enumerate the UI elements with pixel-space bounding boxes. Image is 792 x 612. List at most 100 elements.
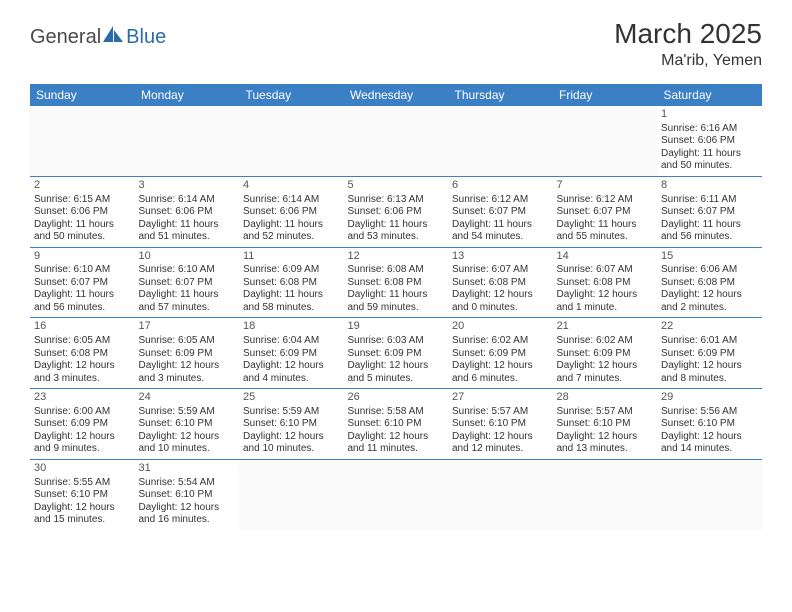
sunrise-text: Sunrise: 6:14 AM: [139, 194, 236, 207]
calendar-day-cell: 7Sunrise: 6:12 AMSunset: 6:07 PMDaylight…: [553, 176, 658, 247]
sunrise-text: Sunrise: 5:56 AM: [661, 406, 758, 419]
sunset-text: Sunset: 6:09 PM: [243, 348, 340, 361]
daylight-text: Daylight: 11 hours: [243, 289, 340, 302]
calendar-table: Sunday Monday Tuesday Wednesday Thursday…: [30, 84, 762, 530]
weekday-header: Sunday: [30, 84, 135, 106]
sunset-text: Sunset: 6:08 PM: [34, 348, 131, 361]
calendar-day-cell: [553, 459, 658, 529]
daylight-text: Daylight: 12 hours: [34, 502, 131, 515]
sunset-text: Sunset: 6:09 PM: [34, 418, 131, 431]
calendar-day-cell: 18Sunrise: 6:04 AMSunset: 6:09 PMDayligh…: [239, 318, 344, 389]
day-number: 11: [243, 250, 340, 264]
calendar-day-cell: [657, 459, 762, 529]
day-number: 12: [348, 250, 445, 264]
sunrise-text: Sunrise: 6:10 AM: [139, 264, 236, 277]
daylight-text: Daylight: 12 hours: [557, 360, 654, 373]
daylight-text: Daylight: 11 hours: [348, 219, 445, 232]
calendar-day-cell: 10Sunrise: 6:10 AMSunset: 6:07 PMDayligh…: [135, 247, 240, 318]
sunrise-text: Sunrise: 6:12 AM: [557, 194, 654, 207]
daylight-text: Daylight: 12 hours: [452, 289, 549, 302]
calendar-week-row: 23Sunrise: 6:00 AMSunset: 6:09 PMDayligh…: [30, 389, 762, 460]
calendar-day-cell: 20Sunrise: 6:02 AMSunset: 6:09 PMDayligh…: [448, 318, 553, 389]
daylight-text: and 51 minutes.: [139, 231, 236, 244]
sunrise-text: Sunrise: 6:08 AM: [348, 264, 445, 277]
sunset-text: Sunset: 6:06 PM: [243, 206, 340, 219]
calendar-day-cell: 14Sunrise: 6:07 AMSunset: 6:08 PMDayligh…: [553, 247, 658, 318]
calendar-day-cell: 2Sunrise: 6:15 AMSunset: 6:06 PMDaylight…: [30, 176, 135, 247]
calendar-day-cell: 28Sunrise: 5:57 AMSunset: 6:10 PMDayligh…: [553, 389, 658, 460]
month-title: March 2025: [614, 18, 762, 50]
daylight-text: Daylight: 11 hours: [34, 289, 131, 302]
daylight-text: Daylight: 12 hours: [557, 289, 654, 302]
calendar-day-cell: 4Sunrise: 6:14 AMSunset: 6:06 PMDaylight…: [239, 176, 344, 247]
sunrise-text: Sunrise: 6:10 AM: [34, 264, 131, 277]
sunset-text: Sunset: 6:09 PM: [557, 348, 654, 361]
sunset-text: Sunset: 6:08 PM: [243, 277, 340, 290]
sunset-text: Sunset: 6:07 PM: [34, 277, 131, 290]
daylight-text: and 53 minutes.: [348, 231, 445, 244]
daylight-text: and 10 minutes.: [139, 443, 236, 456]
daylight-text: Daylight: 12 hours: [661, 289, 758, 302]
daylight-text: and 50 minutes.: [34, 231, 131, 244]
daylight-text: and 15 minutes.: [34, 514, 131, 527]
calendar-day-cell: [344, 106, 449, 176]
calendar-day-cell: 30Sunrise: 5:55 AMSunset: 6:10 PMDayligh…: [30, 459, 135, 529]
calendar-day-cell: 23Sunrise: 6:00 AMSunset: 6:09 PMDayligh…: [30, 389, 135, 460]
sunset-text: Sunset: 6:07 PM: [557, 206, 654, 219]
daylight-text: and 1 minute.: [557, 302, 654, 315]
calendar-day-cell: 3Sunrise: 6:14 AMSunset: 6:06 PMDaylight…: [135, 176, 240, 247]
sunset-text: Sunset: 6:08 PM: [452, 277, 549, 290]
daylight-text: and 12 minutes.: [452, 443, 549, 456]
sunrise-text: Sunrise: 6:09 AM: [243, 264, 340, 277]
weekday-header: Tuesday: [239, 84, 344, 106]
sunrise-text: Sunrise: 5:59 AM: [243, 406, 340, 419]
day-number: 14: [557, 250, 654, 264]
calendar-day-cell: 13Sunrise: 6:07 AMSunset: 6:08 PMDayligh…: [448, 247, 553, 318]
weekday-header: Monday: [135, 84, 240, 106]
daylight-text: Daylight: 12 hours: [139, 502, 236, 515]
calendar-day-cell: 5Sunrise: 6:13 AMSunset: 6:06 PMDaylight…: [344, 176, 449, 247]
daylight-text: and 9 minutes.: [34, 443, 131, 456]
daylight-text: and 4 minutes.: [243, 373, 340, 386]
calendar-day-cell: 17Sunrise: 6:05 AMSunset: 6:09 PMDayligh…: [135, 318, 240, 389]
sunset-text: Sunset: 6:10 PM: [557, 418, 654, 431]
daylight-text: and 50 minutes.: [661, 160, 758, 173]
sunrise-text: Sunrise: 6:04 AM: [243, 335, 340, 348]
daylight-text: Daylight: 12 hours: [452, 360, 549, 373]
daylight-text: and 57 minutes.: [139, 302, 236, 315]
day-number: 8: [661, 179, 758, 193]
brand-logo: General Blue: [30, 26, 166, 49]
calendar-header-row: Sunday Monday Tuesday Wednesday Thursday…: [30, 84, 762, 106]
sunset-text: Sunset: 6:10 PM: [243, 418, 340, 431]
daylight-text: and 54 minutes.: [452, 231, 549, 244]
daylight-text: Daylight: 11 hours: [452, 219, 549, 232]
daylight-text: Daylight: 12 hours: [243, 431, 340, 444]
calendar-day-cell: 19Sunrise: 6:03 AMSunset: 6:09 PMDayligh…: [344, 318, 449, 389]
daylight-text: Daylight: 11 hours: [661, 219, 758, 232]
day-number: 18: [243, 320, 340, 334]
daylight-text: and 11 minutes.: [348, 443, 445, 456]
day-number: 23: [34, 391, 131, 405]
weekday-header: Friday: [553, 84, 658, 106]
day-number: 7: [557, 179, 654, 193]
day-number: 28: [557, 391, 654, 405]
calendar-week-row: 30Sunrise: 5:55 AMSunset: 6:10 PMDayligh…: [30, 459, 762, 529]
sunset-text: Sunset: 6:07 PM: [139, 277, 236, 290]
weekday-header: Thursday: [448, 84, 553, 106]
calendar-day-cell: 21Sunrise: 6:02 AMSunset: 6:09 PMDayligh…: [553, 318, 658, 389]
sunset-text: Sunset: 6:10 PM: [348, 418, 445, 431]
daylight-text: and 55 minutes.: [557, 231, 654, 244]
daylight-text: Daylight: 11 hours: [557, 219, 654, 232]
daylight-text: and 3 minutes.: [139, 373, 236, 386]
sunrise-text: Sunrise: 5:55 AM: [34, 477, 131, 490]
sunrise-text: Sunrise: 6:03 AM: [348, 335, 445, 348]
day-number: 25: [243, 391, 340, 405]
daylight-text: Daylight: 12 hours: [139, 360, 236, 373]
sunrise-text: Sunrise: 6:14 AM: [243, 194, 340, 207]
sunrise-text: Sunrise: 6:05 AM: [139, 335, 236, 348]
sunrise-text: Sunrise: 6:12 AM: [452, 194, 549, 207]
daylight-text: and 8 minutes.: [661, 373, 758, 386]
daylight-text: Daylight: 11 hours: [139, 289, 236, 302]
calendar-day-cell: 15Sunrise: 6:06 AMSunset: 6:08 PMDayligh…: [657, 247, 762, 318]
day-number: 21: [557, 320, 654, 334]
